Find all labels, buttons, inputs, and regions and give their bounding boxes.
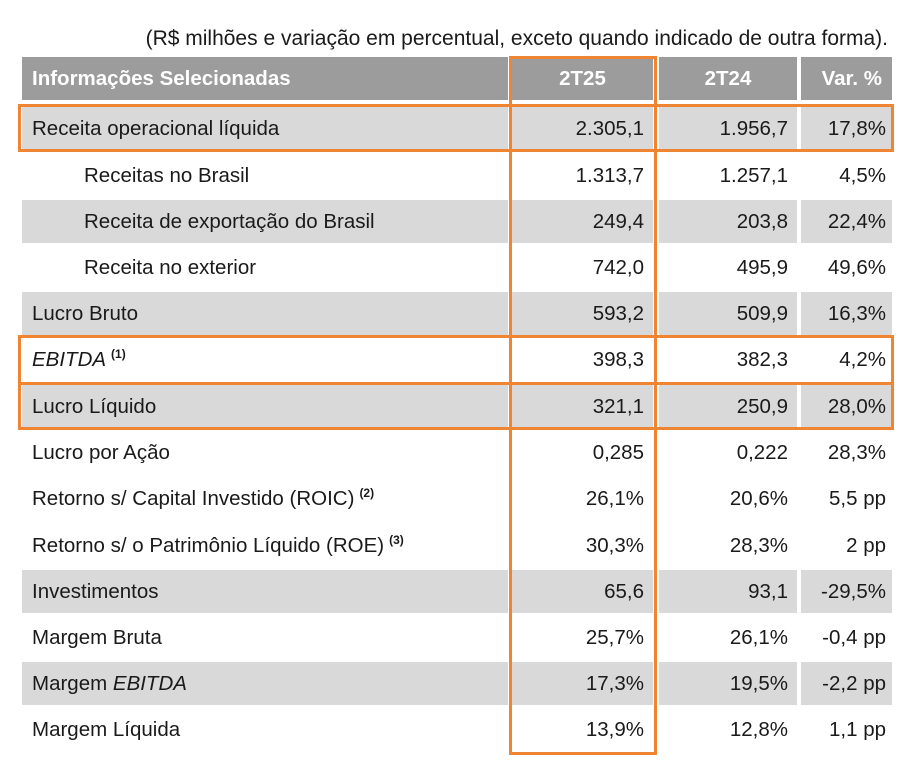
row-2t24: 20,6%	[729, 486, 788, 510]
row-label: Receita de exportação do Brasil	[22, 200, 508, 243]
row-label: Investimentos	[22, 570, 508, 613]
header-2t25: 2T25	[512, 57, 653, 100]
row-label: Lucro Líquido	[22, 385, 508, 428]
footnote-marker: (1)	[111, 346, 126, 361]
row-2t24: 0,222	[736, 440, 788, 464]
row-2t25: 1.313,7	[575, 163, 644, 187]
row-label: Lucro por Ação	[32, 440, 170, 464]
row-label-text: Retorno s/ o Patrimônio Líquido (ROE)	[32, 533, 385, 557]
row-2t24: 1.257,1	[719, 163, 788, 187]
row-var: 1,1 pp	[829, 717, 886, 741]
row-var: 4,2%	[839, 347, 886, 371]
row-var: 2 pp	[846, 533, 886, 557]
row-label: EBITDA (1)	[22, 338, 508, 381]
row-label: Receita operacional líquida	[22, 107, 508, 150]
row-var: 22,4%	[801, 200, 892, 243]
row-2t25: 249,4	[512, 200, 653, 243]
row-2t24: 93,1	[659, 570, 797, 613]
row-2t25: 2.305,1	[512, 107, 653, 150]
row-2t25: 13,9%	[585, 717, 644, 741]
row-2t25: 593,2	[512, 292, 653, 335]
row-var: 5,5 pp	[829, 486, 886, 510]
row-2t24: 382,3	[736, 347, 788, 371]
row-label-text: Retorno s/ Capital Investido (ROIC)	[32, 486, 355, 510]
row-var: -2,2 pp	[801, 662, 892, 705]
row-label: Margem Bruta	[32, 625, 162, 649]
row-label: Receitas no Brasil	[84, 163, 250, 187]
row-label: Margem EBITDA	[22, 662, 508, 705]
row-2t24: 250,9	[659, 385, 797, 428]
row-var: -0,4 pp	[822, 625, 886, 649]
row-2t24: 12,8%	[729, 717, 788, 741]
row-label: Lucro Bruto	[22, 292, 508, 335]
row-label-text: EBITDA	[32, 347, 107, 371]
footnote-marker: (2)	[359, 485, 375, 500]
row-var: 16,3%	[801, 292, 892, 335]
row-2t25: 742,0	[592, 255, 644, 279]
row-label: Retorno s/ Capital Investido (ROIC) (2)	[22, 477, 508, 520]
row-2t25: 26,1%	[585, 486, 644, 510]
row-2t24: 19,5%	[659, 662, 797, 705]
row-var: 28,3%	[827, 440, 886, 464]
row-label: Retorno s/ o Patrimônio Líquido (ROE) (3)	[22, 524, 508, 567]
row-2t24: 28,3%	[729, 533, 788, 557]
header-label: Informações Selecionadas	[22, 57, 508, 100]
row-var: 49,6%	[827, 255, 886, 279]
row-var: -29,5%	[801, 570, 892, 613]
row-2t25: 0,285	[592, 440, 644, 464]
row-2t24: 26,1%	[729, 625, 788, 649]
row-2t24: 203,8	[659, 200, 797, 243]
row-2t24: 509,9	[659, 292, 797, 335]
row-2t25: 30,3%	[585, 533, 644, 557]
row-2t25: 17,3%	[512, 662, 653, 705]
row-label: Receita no exterior	[84, 255, 257, 279]
footnote-marker: (3)	[389, 532, 404, 547]
row-var: 4,5%	[839, 163, 886, 187]
units-note: (R$ milhões e variação em percentual, ex…	[145, 27, 888, 50]
row-2t24: 495,9	[736, 255, 788, 279]
row-var: 28,0%	[801, 385, 892, 428]
row-label: Margem Líquida	[32, 717, 181, 741]
row-label-emphasis: EBITDA	[112, 671, 187, 695]
row-2t25: 25,7%	[585, 625, 644, 649]
row-2t24: 1.956,7	[659, 107, 797, 150]
header-var: Var. %	[801, 57, 892, 100]
row-2t25: 65,6	[512, 570, 653, 613]
row-2t25: 321,1	[512, 385, 653, 428]
row-label-prefix: Margem	[32, 671, 113, 695]
header-2t24: 2T24	[659, 57, 797, 100]
row-var: 17,8%	[801, 107, 892, 150]
row-2t25: 398,3	[592, 347, 644, 371]
